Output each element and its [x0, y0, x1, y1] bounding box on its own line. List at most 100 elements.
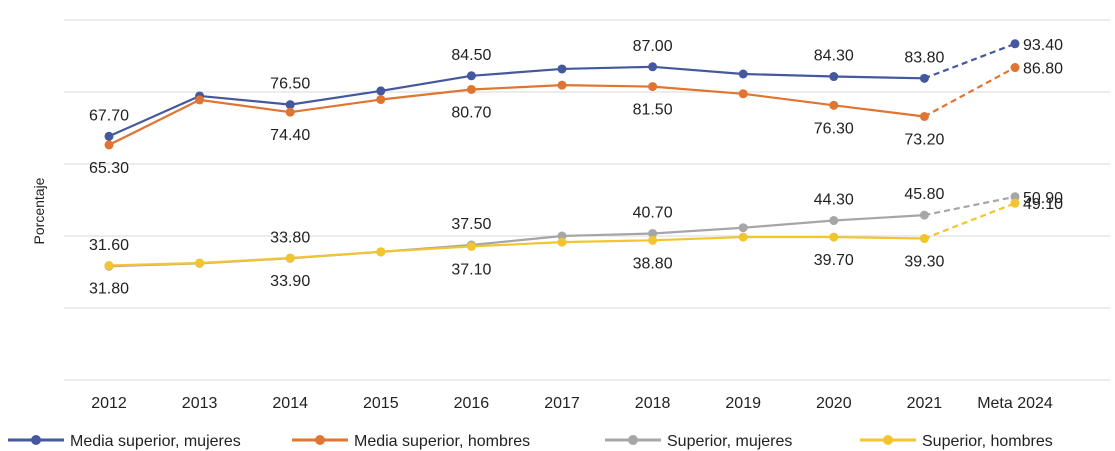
data-point [738, 232, 748, 242]
data-label: 67.70 [89, 107, 129, 124]
data-label: 45.80 [904, 186, 944, 203]
data-label: 87.00 [633, 38, 673, 55]
data-label: 73.20 [904, 131, 944, 148]
data-label: 93.40 [1023, 37, 1063, 54]
data-point [104, 131, 114, 141]
data-label: 33.80 [270, 229, 310, 246]
legend-label: Superior, hombres [922, 433, 1053, 450]
legend-item: Media superior, hombres [292, 433, 530, 450]
series-line [108, 235, 925, 267]
data-point [1010, 198, 1020, 208]
legend-item: Superior, hombres [860, 433, 1053, 450]
data-point [376, 86, 386, 96]
data-label: 65.30 [89, 160, 129, 177]
data-point [466, 84, 476, 94]
data-point [919, 73, 929, 83]
data-label: 76.50 [270, 76, 310, 93]
data-label: 80.70 [451, 104, 491, 121]
data-label: 84.30 [814, 48, 854, 65]
series-points [104, 39, 1020, 271]
y-axis-label: Porcentaje [31, 177, 47, 244]
legend-marker [883, 435, 893, 445]
data-point [285, 253, 295, 263]
data-point [919, 210, 929, 220]
data-point [104, 261, 114, 271]
series-line [108, 84, 925, 146]
data-label: 81.50 [633, 102, 673, 119]
data-label: 50.90 [1023, 190, 1063, 207]
data-point [557, 80, 567, 90]
x-tick-label: Meta 2024 [977, 395, 1053, 412]
data-point [376, 95, 386, 105]
data-point [738, 69, 748, 79]
series-line [108, 214, 925, 268]
legend-marker [628, 435, 638, 445]
data-label: 38.80 [633, 255, 673, 272]
series-projection-line [924, 195, 1016, 217]
data-point [285, 100, 295, 110]
series-projection-line [923, 66, 1016, 118]
data-point [738, 223, 748, 233]
legend: Media superior, mujeres Media superior, h… [8, 433, 1053, 450]
x-tick-label: 2020 [816, 395, 852, 412]
x-tick-label: 2012 [91, 395, 127, 412]
data-point [104, 140, 114, 150]
series-projection-line [924, 42, 1016, 80]
data-label: 49.10 [1023, 196, 1063, 213]
data-label: 31.80 [89, 281, 129, 298]
data-point [829, 232, 839, 242]
data-point [466, 71, 476, 81]
data-point [285, 107, 295, 117]
x-tick-label: 2019 [725, 395, 761, 412]
x-tick-label: 2021 [907, 395, 943, 412]
data-point [829, 100, 839, 110]
data-label: 39.70 [814, 252, 854, 269]
x-tick-label: 2017 [544, 395, 580, 412]
data-point [376, 247, 386, 257]
series-line [108, 65, 925, 138]
data-point [648, 235, 658, 245]
data-point [557, 237, 567, 247]
data-point [919, 234, 929, 244]
data-point [1010, 192, 1020, 202]
legend-label: Media superior, hombres [354, 433, 530, 450]
x-tick-label: 2014 [272, 395, 308, 412]
data-label: 86.80 [1023, 61, 1063, 78]
data-point [466, 241, 476, 251]
x-axis-ticks: 2012 2013 2014 2015 2016 2017 2018 2019 2020 2021… [91, 395, 1053, 412]
data-label: 83.80 [904, 49, 944, 66]
data-point [1010, 63, 1020, 73]
data-label: 37.50 [451, 216, 491, 233]
gridlines [64, 19, 1110, 381]
data-point [829, 216, 839, 226]
legend-marker [315, 435, 325, 445]
data-point [1010, 39, 1020, 49]
data-point [738, 89, 748, 99]
legend-item: Superior, mujeres [605, 433, 792, 450]
series-projection-line [924, 202, 1016, 240]
legend-marker [31, 435, 41, 445]
data-point [829, 72, 839, 82]
data-point [195, 258, 205, 268]
data-label: 76.30 [814, 120, 854, 137]
data-label: 84.50 [451, 47, 491, 64]
x-tick-label: 2016 [454, 395, 490, 412]
data-point [648, 82, 658, 92]
data-label: 74.40 [270, 127, 310, 144]
data-point [648, 62, 658, 72]
legend-label: Superior, mujeres [667, 433, 792, 450]
x-tick-label: 2018 [635, 395, 671, 412]
x-tick-label: 2013 [182, 395, 218, 412]
data-point [919, 111, 929, 121]
data-label: 31.60 [89, 237, 129, 254]
legend-label: Media superior, mujeres [70, 433, 241, 450]
data-labels: 67.70 76.50 84.50 87.00 84.30 83.80 93.40 65.30… [89, 37, 1063, 298]
data-point [195, 95, 205, 105]
legend-item: Media superior, mujeres [8, 433, 241, 450]
data-label: 44.30 [814, 192, 854, 209]
series-lines [108, 42, 1016, 268]
x-tick-label: 2015 [363, 395, 399, 412]
data-label: 33.90 [270, 273, 310, 290]
data-point [557, 64, 567, 74]
